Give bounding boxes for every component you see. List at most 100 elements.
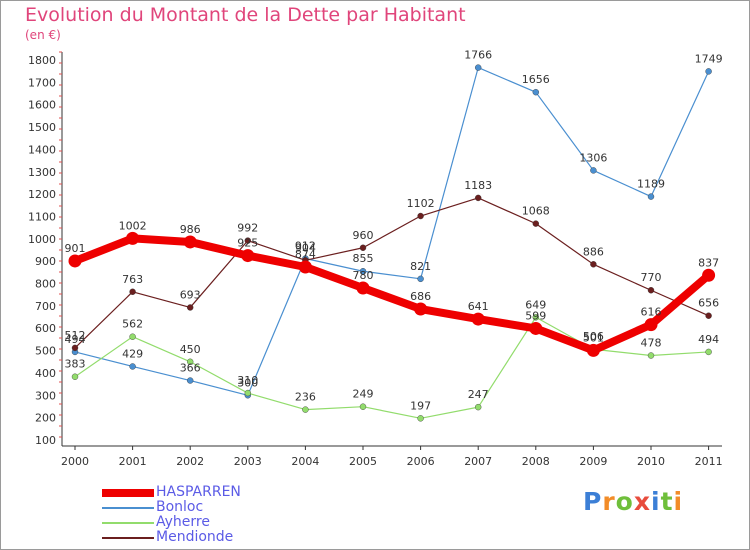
data-label: 992 bbox=[237, 222, 258, 235]
data-label: 478 bbox=[641, 337, 662, 350]
data-point bbox=[475, 194, 482, 202]
data-point bbox=[186, 377, 194, 384]
data-point bbox=[129, 288, 136, 295]
data-point bbox=[586, 343, 600, 357]
data-point bbox=[359, 244, 367, 251]
series-line-bonloc bbox=[74, 66, 710, 396]
y-tick-label: 1800 bbox=[28, 54, 56, 67]
proxiti-logo: Proxiti bbox=[583, 487, 683, 516]
data-label: 886 bbox=[583, 245, 604, 258]
data-label: 310 bbox=[237, 374, 258, 387]
y-tick-label: 500 bbox=[35, 345, 56, 358]
data-point bbox=[702, 268, 716, 282]
x-tick-label: 2007 bbox=[464, 455, 492, 468]
chart-subtitle: (en €) bbox=[25, 28, 61, 42]
chart-title: Evolution du Montant de la Dette par Hab… bbox=[25, 4, 466, 26]
data-point bbox=[532, 314, 539, 321]
y-tick-label: 600 bbox=[35, 322, 56, 335]
data-label: 1306 bbox=[579, 151, 607, 164]
data-point bbox=[417, 415, 424, 422]
data-point bbox=[241, 249, 255, 263]
data-point bbox=[356, 281, 370, 295]
data-point bbox=[414, 302, 428, 316]
y-tick-label: 800 bbox=[35, 278, 56, 291]
data-label: 1183 bbox=[464, 179, 492, 192]
legend-item: Ayherre bbox=[102, 515, 241, 530]
data-label: 1749 bbox=[695, 52, 723, 65]
logo-letter: P bbox=[583, 487, 603, 516]
data-point bbox=[532, 88, 539, 96]
data-point bbox=[529, 321, 543, 335]
data-label: 383 bbox=[65, 358, 86, 371]
y-tick-label: 1000 bbox=[28, 233, 56, 246]
data-label: 197 bbox=[410, 399, 431, 412]
legend-swatch bbox=[102, 488, 154, 497]
data-label: 1189 bbox=[637, 178, 665, 191]
data-point bbox=[302, 406, 309, 413]
legend-label: Bonloc bbox=[156, 499, 204, 515]
y-tick-label: 1300 bbox=[28, 166, 56, 179]
data-label: 429 bbox=[122, 347, 143, 360]
y-tick-label: 1400 bbox=[28, 143, 56, 156]
logo-letter: r bbox=[602, 487, 616, 516]
data-point bbox=[244, 237, 252, 244]
legend-swatch bbox=[102, 536, 154, 539]
logo-letter: i bbox=[673, 487, 684, 516]
data-point bbox=[359, 403, 367, 410]
data-label: 512 bbox=[65, 329, 86, 342]
y-tick-label: 900 bbox=[35, 255, 56, 268]
data-label: 1656 bbox=[522, 73, 550, 86]
x-tick-label: 2002 bbox=[176, 455, 204, 468]
data-point bbox=[359, 268, 367, 275]
data-label: 247 bbox=[468, 388, 489, 401]
data-label: 821 bbox=[410, 260, 431, 273]
data-point bbox=[186, 358, 194, 365]
y-tick-label: 1500 bbox=[28, 121, 56, 134]
data-point bbox=[417, 212, 424, 220]
data-point bbox=[590, 261, 597, 268]
x-tick-label: 2011 bbox=[695, 455, 723, 468]
y-tick-label: 200 bbox=[35, 412, 56, 425]
data-label: 925 bbox=[237, 237, 258, 250]
x-tick-label: 2009 bbox=[579, 455, 607, 468]
data-label: 300 bbox=[237, 376, 258, 389]
data-label: 874 bbox=[295, 248, 316, 261]
legend-label: Mendionde bbox=[156, 529, 234, 545]
data-point bbox=[475, 403, 482, 411]
data-point bbox=[71, 373, 79, 380]
data-label: 366 bbox=[180, 362, 201, 375]
data-label: 494 bbox=[698, 333, 719, 346]
data-point bbox=[705, 348, 712, 356]
legend-item: Mendionde bbox=[102, 530, 241, 545]
data-point bbox=[590, 167, 597, 174]
data-point bbox=[186, 304, 194, 311]
data-point bbox=[244, 389, 252, 397]
data-label: 770 bbox=[641, 271, 662, 284]
y-tick-label: 700 bbox=[35, 300, 56, 313]
data-label: 904 bbox=[295, 241, 316, 254]
x-tick-label: 2000 bbox=[61, 455, 89, 468]
y-tick-label: 1200 bbox=[28, 188, 56, 201]
x-tick-label: 2005 bbox=[349, 455, 377, 468]
data-point bbox=[129, 333, 136, 340]
data-label: 506 bbox=[583, 330, 604, 343]
data-label: 837 bbox=[698, 256, 719, 269]
data-point bbox=[644, 318, 658, 332]
data-point bbox=[471, 312, 485, 326]
data-point bbox=[647, 352, 655, 359]
legend-swatch bbox=[102, 521, 154, 524]
x-tick-label: 2004 bbox=[291, 455, 319, 468]
data-label: 599 bbox=[525, 309, 546, 322]
series-line-hasparren bbox=[71, 234, 713, 355]
legend-label: Ayherre bbox=[156, 514, 210, 530]
data-label: 780 bbox=[353, 269, 374, 282]
logo-letter: t bbox=[660, 487, 674, 516]
legend-item: HASPARREN bbox=[102, 485, 241, 500]
x-tick-label: 2003 bbox=[234, 455, 262, 468]
x-tick-label: 2001 bbox=[119, 455, 147, 468]
legend: HASPARREN Bonloc Ayherre Mendionde bbox=[102, 485, 241, 545]
x-tick-label: 2010 bbox=[637, 455, 665, 468]
data-label: 693 bbox=[180, 288, 201, 301]
data-label: 1068 bbox=[522, 205, 550, 218]
